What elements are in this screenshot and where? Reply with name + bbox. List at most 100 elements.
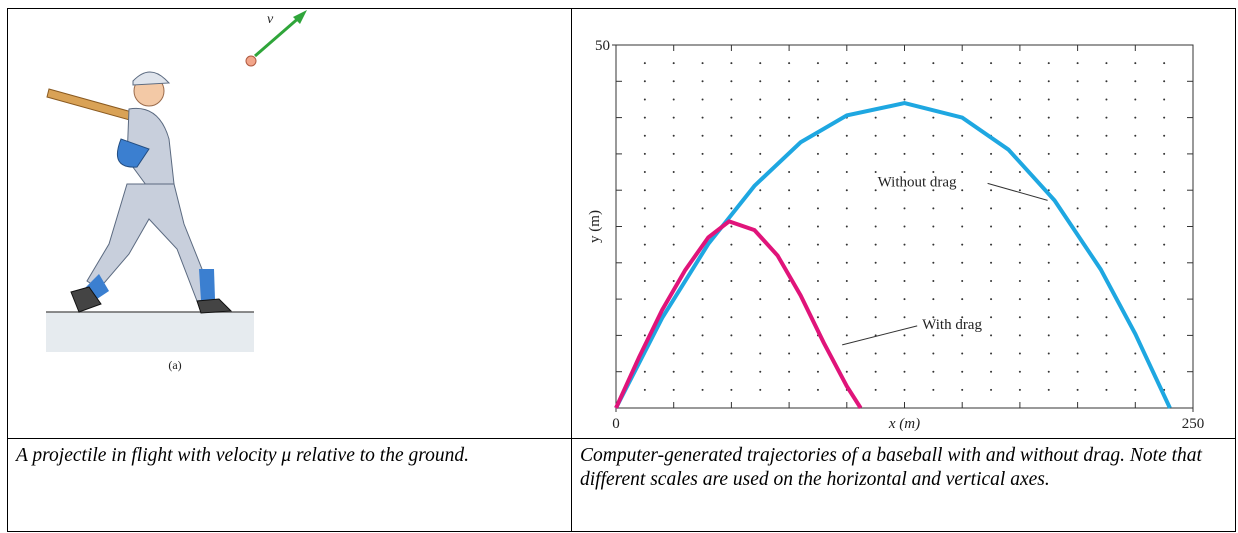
- grid-dot: [730, 80, 733, 83]
- grid-dot: [874, 243, 877, 246]
- grid-dot: [1134, 261, 1137, 264]
- grid-dot: [1076, 80, 1079, 83]
- grid-dot: [932, 334, 935, 337]
- trajectory: [614, 219, 863, 410]
- grid-dot: [961, 334, 964, 337]
- grid-dot: [1076, 298, 1079, 301]
- grid-dot: [932, 152, 935, 155]
- grid-dot: [845, 152, 848, 155]
- grid-dot: [816, 243, 819, 246]
- grid-dot: [643, 207, 646, 210]
- grid-dot: [874, 298, 877, 301]
- grid-dot: [1047, 388, 1050, 391]
- grid-dot: [1018, 152, 1021, 155]
- grid-dot: [903, 279, 906, 282]
- grid-dot: [1105, 207, 1108, 210]
- grid-dot: [903, 316, 906, 319]
- grid-dot: [961, 388, 964, 391]
- grid-dot: [1105, 225, 1108, 228]
- grid-dot: [932, 298, 935, 301]
- grid-dot: [845, 134, 848, 137]
- grid-dot: [1105, 98, 1108, 101]
- grid-dot: [643, 116, 646, 119]
- grid-dot: [759, 98, 762, 101]
- figure-table: [7, 8, 1236, 532]
- grid-dot: [961, 189, 964, 192]
- grid-dot: [874, 152, 877, 155]
- grid-dot: [1163, 370, 1166, 373]
- grid-dot: [903, 261, 906, 264]
- grid-dot: [788, 316, 791, 319]
- grid-dot: [874, 261, 877, 264]
- grid-dot: [1047, 316, 1050, 319]
- grid-dot: [672, 134, 675, 137]
- velocity-arrow: [254, 14, 302, 58]
- grid-dot: [961, 134, 964, 137]
- grid-dot: [961, 298, 964, 301]
- grid-dot: [759, 207, 762, 210]
- grid-dot: [730, 370, 733, 373]
- grid-dot: [1047, 261, 1050, 264]
- grid-dot: [643, 316, 646, 319]
- grid-dot: [903, 225, 906, 228]
- grid-dot: [816, 171, 819, 174]
- grid-dot: [1163, 261, 1166, 264]
- grid-dot: [961, 316, 964, 319]
- grid-dot: [932, 134, 935, 137]
- grid-dot: [643, 334, 646, 337]
- grid-dot: [903, 80, 906, 83]
- x-axis-label: x (m): [888, 416, 920, 432]
- ground: [46, 312, 254, 352]
- grid-dot: [932, 225, 935, 228]
- grid-dot: [1134, 171, 1137, 174]
- grid-dot: [1134, 243, 1137, 246]
- grid-dot: [874, 279, 877, 282]
- grid-dot: [816, 116, 819, 119]
- grid-dot: [1163, 298, 1166, 301]
- grid-dot: [1047, 62, 1050, 65]
- batter: [46, 71, 233, 314]
- grid-dot: [701, 370, 704, 373]
- grid-dot: [1134, 134, 1137, 137]
- grid-dot: [903, 134, 906, 137]
- grid-dot: [759, 243, 762, 246]
- grid-dot: [730, 279, 733, 282]
- grid-dot: [874, 352, 877, 355]
- grid-dot: [1105, 316, 1108, 319]
- grid-dot: [1018, 189, 1021, 192]
- grid-dot: [759, 352, 762, 355]
- grid-dot: [672, 116, 675, 119]
- grid-dot: [990, 189, 993, 192]
- grid-dot: [1047, 116, 1050, 119]
- grid-dot: [643, 388, 646, 391]
- grid-dot: [672, 388, 675, 391]
- grid-dot: [643, 261, 646, 264]
- grid-dot: [1134, 62, 1137, 65]
- grid-dot: [903, 352, 906, 355]
- grid-dot: [816, 370, 819, 373]
- grid-dot: [730, 243, 733, 246]
- grid-dot: [1105, 352, 1108, 355]
- grid-dot: [990, 261, 993, 264]
- grid-dot: [1076, 352, 1079, 355]
- grid-dot: [730, 116, 733, 119]
- grid-dot: [643, 80, 646, 83]
- grid-dot: [1163, 279, 1166, 282]
- grid-dot: [759, 152, 762, 155]
- grid-dot: [701, 207, 704, 210]
- grid-dot: [1163, 243, 1166, 246]
- grid-dot: [932, 207, 935, 210]
- grid-dot: [759, 189, 762, 192]
- grid-dot: [643, 98, 646, 101]
- grid-dot: [845, 370, 848, 373]
- grid-dot: [1105, 80, 1108, 83]
- grid-dot: [1018, 171, 1021, 174]
- grid-dot: [643, 370, 646, 373]
- grid-dot: [932, 189, 935, 192]
- grid-dot: [845, 279, 848, 282]
- grid-dot: [932, 80, 935, 83]
- grid-dot: [1047, 370, 1050, 373]
- grid-dot: [788, 80, 791, 83]
- grid-dot: [932, 388, 935, 391]
- grid-dot: [759, 298, 762, 301]
